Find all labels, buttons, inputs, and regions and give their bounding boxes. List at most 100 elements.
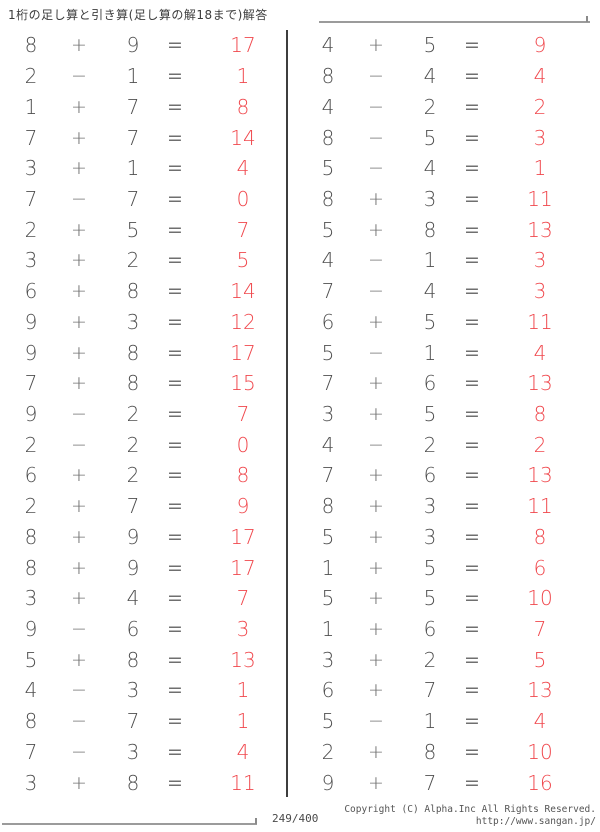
equals-sign: =: [167, 648, 183, 671]
operator-sign: −: [71, 710, 87, 733]
operand-a: 8: [321, 186, 335, 211]
problem-row: 8 + 9 = 17: [0, 522, 288, 553]
problem-row: 2 + 5 = 7: [0, 214, 288, 245]
operator-sign: +: [368, 679, 384, 702]
problems-right: 4 + 5 = 9 8 − 4 = 4 4 − 2 = 2 8 − 5 = 3 …: [297, 30, 585, 798]
operand-a: 5: [321, 709, 335, 734]
operator-sign: +: [71, 95, 87, 118]
answer-value: 1: [236, 64, 250, 89]
operator-sign: +: [71, 157, 87, 180]
operator-sign: +: [71, 587, 87, 610]
answer-value: 8: [533, 401, 547, 426]
operand-a: 2: [24, 432, 38, 457]
equals-sign: =: [167, 433, 183, 456]
equals-sign: =: [167, 249, 183, 272]
answer-value: 13: [527, 463, 553, 488]
operand-b: 1: [126, 64, 140, 89]
problem-row: 7 − 4 = 3: [297, 276, 585, 307]
problem-row: 8 + 9 = 17: [0, 552, 288, 583]
operand-a: 3: [321, 647, 335, 672]
problem-row: 8 − 5 = 3: [297, 122, 585, 153]
problem-row: 3 + 5 = 8: [297, 399, 585, 430]
operand-a: 2: [24, 64, 38, 89]
operator-sign: +: [368, 187, 384, 210]
equals-sign: =: [167, 187, 183, 210]
operator-sign: +: [368, 34, 384, 57]
operand-b: 3: [423, 494, 437, 519]
problem-row: 5 + 8 = 13: [297, 214, 585, 245]
operand-a: 6: [24, 279, 38, 304]
operand-a: 8: [24, 33, 38, 58]
problem-row: 8 + 3 = 11: [297, 491, 585, 522]
equals-sign: =: [464, 218, 480, 241]
operand-b: 3: [423, 186, 437, 211]
equals-sign: =: [464, 740, 480, 763]
operator-sign: +: [368, 464, 384, 487]
answer-value: 4: [533, 340, 547, 365]
equals-sign: =: [464, 341, 480, 364]
answer-value: 13: [230, 647, 256, 672]
equals-sign: =: [464, 771, 480, 794]
operand-a: 7: [24, 125, 38, 150]
operator-sign: −: [368, 126, 384, 149]
equals-sign: =: [167, 34, 183, 57]
top-rule: [319, 21, 590, 23]
operator-sign: +: [71, 341, 87, 364]
operand-b: 3: [126, 678, 140, 703]
equals-sign: =: [167, 157, 183, 180]
answer-value: 9: [533, 33, 547, 58]
operator-sign: −: [71, 740, 87, 763]
equals-sign: =: [167, 341, 183, 364]
answer-value: 9: [236, 494, 250, 519]
equals-sign: =: [464, 187, 480, 210]
bottom-rule: [2, 823, 257, 825]
operand-b: 9: [126, 555, 140, 580]
problem-row: 6 + 8 = 14: [0, 276, 288, 307]
operand-a: 6: [24, 463, 38, 488]
problem-row: 9 + 7 = 16: [297, 767, 585, 798]
operator-sign: +: [71, 495, 87, 518]
operand-a: 8: [24, 524, 38, 549]
operand-a: 7: [24, 739, 38, 764]
operator-sign: +: [368, 495, 384, 518]
operand-b: 8: [423, 217, 437, 242]
operand-a: 3: [321, 401, 335, 426]
answer-value: 7: [236, 217, 250, 242]
operator-sign: −: [71, 433, 87, 456]
operand-b: 6: [423, 371, 437, 396]
answer-value: 14: [230, 279, 256, 304]
answer-value: 4: [236, 739, 250, 764]
equals-sign: =: [464, 618, 480, 641]
top-rule-tick: [586, 16, 588, 22]
operand-a: 7: [321, 463, 335, 488]
operand-b: 2: [423, 647, 437, 672]
problem-row: 2 + 8 = 10: [297, 737, 585, 768]
equals-sign: =: [464, 648, 480, 671]
equals-sign: =: [167, 95, 183, 118]
equals-sign: =: [167, 495, 183, 518]
operand-a: 9: [321, 770, 335, 795]
answer-value: 8: [236, 94, 250, 119]
operand-b: 5: [423, 555, 437, 580]
operand-a: 5: [321, 217, 335, 242]
problem-row: 3 + 8 = 11: [0, 767, 288, 798]
problem-row: 2 + 7 = 9: [0, 491, 288, 522]
equals-sign: =: [167, 464, 183, 487]
answer-value: 12: [230, 309, 256, 334]
operator-sign: +: [71, 126, 87, 149]
operator-sign: +: [368, 771, 384, 794]
column-divider: [286, 30, 288, 797]
problem-row: 5 − 1 = 4: [297, 337, 585, 368]
operand-b: 4: [423, 156, 437, 181]
answer-value: 17: [230, 524, 256, 549]
answer-value: 1: [236, 709, 250, 734]
operand-a: 7: [24, 371, 38, 396]
answer-value: 4: [533, 709, 547, 734]
operator-sign: −: [368, 280, 384, 303]
answer-value: 15: [230, 371, 256, 396]
problem-row: 7 + 6 = 13: [297, 460, 585, 491]
operator-sign: −: [71, 618, 87, 641]
operand-a: 3: [24, 586, 38, 611]
operator-sign: −: [368, 65, 384, 88]
operand-b: 9: [126, 524, 140, 549]
